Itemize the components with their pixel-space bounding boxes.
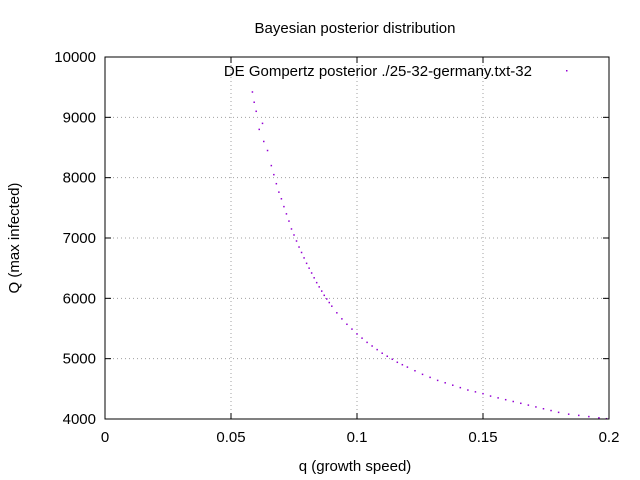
- data-point: [255, 110, 257, 113]
- data-point: [371, 345, 373, 347]
- x-tick-label: 0.15: [468, 429, 497, 446]
- data-point: [512, 400, 514, 403]
- data-point: [436, 379, 439, 382]
- x-tick-label: 0.2: [599, 429, 620, 446]
- data-point: [303, 257, 305, 259]
- data-point: [376, 348, 378, 351]
- data-point: [598, 417, 600, 419]
- data-point: [258, 128, 260, 131]
- data-point: [275, 182, 278, 185]
- data-point: [341, 318, 343, 320]
- y-tick-label: 5000: [63, 351, 96, 368]
- data-point: [401, 363, 404, 366]
- data-point: [253, 101, 255, 103]
- data-point: [266, 149, 269, 152]
- data-point: [331, 305, 333, 307]
- data-point: [557, 411, 560, 414]
- tick-marks: [104, 56, 610, 420]
- data-point: [520, 402, 522, 405]
- data-point: [361, 337, 363, 339]
- data-point: [527, 404, 530, 406]
- data-point: [366, 341, 368, 344]
- legend: DE Gompertz posterior ./25-32-germany.tx…: [224, 63, 568, 80]
- data-point: [489, 395, 492, 397]
- data-point: [288, 220, 290, 222]
- data-point: [421, 373, 424, 376]
- data-point: [298, 246, 300, 248]
- data-point: [278, 191, 280, 193]
- data-point: [283, 205, 285, 208]
- data-point: [578, 414, 580, 417]
- data-point: [305, 262, 308, 265]
- x-tick-label: 0.05: [216, 429, 245, 446]
- data-point: [270, 164, 273, 167]
- data-point: [474, 391, 477, 393]
- data-point: [251, 91, 254, 93]
- data-point: [429, 376, 431, 379]
- data-point: [550, 409, 552, 412]
- data-point: [273, 173, 275, 176]
- data-point: [263, 140, 265, 143]
- data-point: [542, 407, 545, 410]
- data-point: [308, 267, 310, 269]
- data-point: [406, 366, 409, 368]
- data-point: [313, 277, 315, 279]
- data-point: [567, 413, 570, 415]
- data-point: [497, 397, 499, 399]
- legend-marker: [566, 70, 568, 72]
- x-tick-label: 0: [101, 429, 109, 446]
- y-tick-label: 8000: [63, 170, 96, 187]
- data-point: [504, 398, 507, 401]
- y-axis-title: Q (max infected): [6, 183, 23, 294]
- data-point: [328, 301, 331, 304]
- y-tick-label: 4000: [63, 411, 96, 428]
- data-point: [290, 228, 293, 230]
- data-point: [310, 272, 313, 274]
- data-point: [315, 281, 318, 284]
- data-point: [414, 369, 416, 372]
- data-point: [391, 358, 394, 361]
- y-tick-label: 6000: [63, 290, 96, 307]
- data-point: [323, 294, 325, 297]
- data-point: [459, 386, 462, 389]
- data-point: [396, 361, 399, 364]
- data-point: [356, 333, 358, 335]
- x-axis-title: q (growth speed): [299, 458, 412, 475]
- tick-labels: 0 0.05 0.1 0.15 0.2 4000 5000 6000 7000 8000 9000 1…: [54, 49, 619, 446]
- data-point: [452, 384, 454, 386]
- data-point: [535, 406, 537, 408]
- data-point: [293, 234, 295, 236]
- data-point: [346, 323, 348, 326]
- data-point: [300, 251, 303, 254]
- grid: [105, 57, 609, 419]
- data-point: [444, 382, 446, 384]
- y-tick-label: 10000: [54, 49, 96, 66]
- data-points: [251, 91, 608, 420]
- data-point: [280, 198, 283, 200]
- data-point: [588, 415, 590, 418]
- data-point: [261, 122, 264, 125]
- y-tick-label: 7000: [63, 230, 96, 247]
- x-tick-label: 0.1: [347, 429, 368, 446]
- legend-label: DE Gompertz posterior ./25-32-germany.tx…: [224, 63, 532, 80]
- y-tick-label: 9000: [63, 109, 96, 126]
- data-point: [320, 290, 323, 292]
- data-point: [318, 286, 320, 288]
- data-point: [386, 355, 388, 358]
- data-point: [381, 352, 383, 354]
- data-point: [467, 389, 469, 391]
- data-point: [336, 312, 338, 314]
- data-point: [482, 392, 484, 395]
- data-point: [295, 240, 298, 242]
- data-point: [326, 298, 328, 300]
- data-point: [351, 328, 353, 330]
- chart-title: Bayesian posterior distribution: [255, 20, 456, 37]
- data-point: [285, 213, 288, 215]
